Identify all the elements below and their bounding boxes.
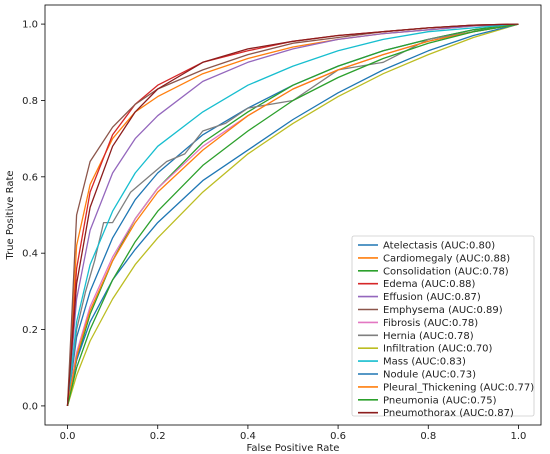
legend: Atelectasis (AUC:0.80)Cardiomegaly (AUC:… [351,235,535,419]
roc-line-13 [66,23,519,407]
roc-line-9 [66,23,519,407]
x-tick-label: 0.6 [330,431,346,442]
y-tick-label: 0.6 [22,172,38,183]
legend-entry: Infiltration (AUC:0.70) [383,344,493,355]
legend-entry: Pleural_Thickening (AUC:0.77) [383,382,534,393]
roc-line-11 [66,23,519,407]
roc-line-12 [66,23,519,407]
y-tick-label: 0.2 [22,325,38,336]
legend-entry: Mass (AUC:0.83) [383,357,466,368]
x-axis-label: False Positive Rate [247,443,340,454]
legend-entry: Pneumothorax (AUC:0.87) [383,408,514,419]
y-tick-label: 1.0 [22,20,38,31]
legend-entry: Effusion (AUC:0.87) [383,292,481,303]
y-axis: 0.0 0.2 0.4 0.6 0.8 1.0 [22,20,45,412]
legend-entry: Edema (AUC:0.88) [383,279,476,290]
roc-line-8 [66,23,519,406]
x-tick-label: 0.4 [240,431,256,442]
legend-entry: Hernia (AUC:0.78) [383,331,474,342]
plot-frame [44,4,542,426]
legend-entry: Pneumonia (AUC:0.75) [383,395,497,406]
x-tick-label: 1.0 [511,431,527,442]
x-axis: 0.0 0.2 0.4 0.6 0.8 1.0 [60,425,527,442]
legend-box [351,235,535,417]
legend-entry: Consolidation (AUC:0.78) [383,266,509,277]
plot-lines [66,23,519,407]
x-tick-label: 0.8 [420,431,436,442]
legend-entry: Nodule (AUC:0.73) [383,370,476,381]
roc-line-14 [66,23,519,406]
legend-entry: Emphysema (AUC:0.89) [383,305,503,316]
roc-line-10 [66,23,519,406]
x-tick-label: 0.2 [150,431,166,442]
legend-entry: Cardiomegaly (AUC:0.88) [383,253,510,264]
y-tick-label: 0.4 [22,249,38,260]
y-tick-label: 0.8 [22,96,38,107]
roc-line-3 [66,23,519,407]
y-tick-label: 0.0 [22,401,38,412]
roc-line-5 [66,23,519,406]
x-tick-label: 0.0 [60,431,76,442]
legend-entry: Atelectasis (AUC:0.80) [383,241,495,252]
legend-entry: Fibrosis (AUC:0.78) [383,318,478,329]
y-axis-label: True Positive Rate [5,170,16,260]
